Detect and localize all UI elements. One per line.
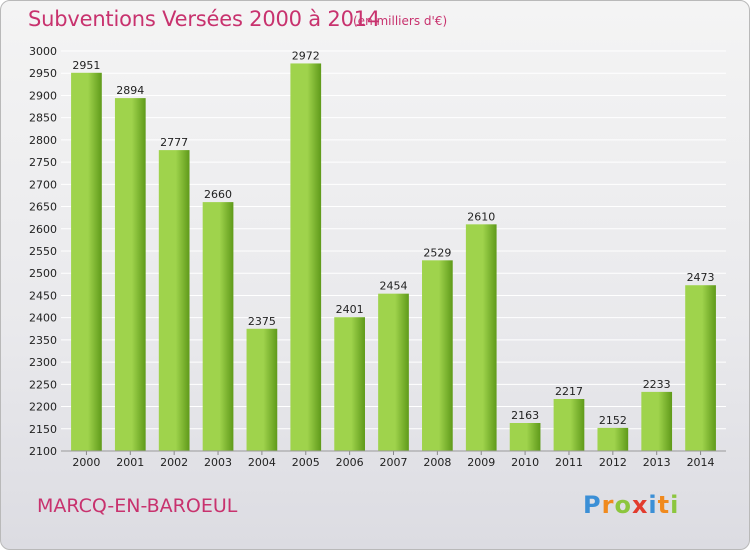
x-tick-label-2011: 2011 (555, 456, 583, 469)
y-axis: 2100 2150 2200 2250 2300 2350 2400 2450 2500 2550… (29, 45, 57, 458)
y-tick-label: 2950 (29, 67, 57, 80)
value-label-2011: 2217 (555, 385, 583, 398)
x-tick-label-2006: 2006 (336, 456, 364, 469)
x-tick-label-2009: 2009 (467, 456, 495, 469)
logo-letter: i (670, 491, 680, 519)
y-tick-label: 2300 (29, 356, 57, 369)
x-tick-label-2014: 2014 (687, 456, 715, 469)
y-tick-label: 2350 (29, 334, 57, 347)
bar-2008 (422, 260, 453, 451)
x-tick-label-2003: 2003 (204, 456, 232, 469)
value-label-2000: 2951 (72, 59, 100, 72)
bar-2009 (465, 224, 497, 451)
bar-2011 (553, 399, 585, 451)
x-tick-label-2004: 2004 (248, 456, 276, 469)
y-tick-label: 2800 (29, 134, 57, 147)
bar-2010 (509, 423, 541, 451)
y-tick-label: 2150 (29, 423, 57, 436)
bar-2004 (246, 328, 278, 451)
value-label-2008: 2529 (423, 246, 451, 259)
value-label-2014: 2473 (687, 271, 715, 284)
y-tick-label: 3000 (29, 45, 57, 58)
chart-title: Subventions Versées 2000 à 2014 (28, 7, 381, 31)
y-tick-label: 2450 (29, 289, 57, 302)
logo-letter: i (648, 491, 658, 519)
bar-2012 (597, 427, 629, 451)
y-tick-label: 2700 (29, 178, 57, 191)
x-tick-label-2007: 2007 (380, 456, 408, 469)
place-name: MARCQ-EN-BAROEUL (37, 495, 238, 517)
value-label-2002: 2777 (160, 136, 188, 149)
y-tick-label: 2250 (29, 378, 57, 391)
y-tick-label: 2550 (29, 245, 57, 258)
x-tick-label-2005: 2005 (292, 456, 320, 469)
x-tick-label-2010: 2010 (511, 456, 539, 469)
bar-2002 (158, 150, 190, 451)
x-tick-label-2002: 2002 (160, 456, 188, 469)
y-tick-label: 2500 (29, 267, 57, 280)
x-tick-label-2012: 2012 (599, 456, 627, 469)
value-label-2013: 2233 (643, 378, 671, 391)
logo-letter: x (631, 491, 649, 519)
x-tick-label-2008: 2008 (423, 456, 451, 469)
bar-2001 (114, 98, 146, 451)
y-tick-label: 2200 (29, 401, 57, 414)
y-tick-label: 2900 (29, 89, 57, 102)
value-label-2003: 2660 (204, 188, 232, 201)
value-label-2004: 2375 (248, 315, 276, 328)
y-tick-label: 2400 (29, 312, 57, 325)
logo-letter: r (601, 491, 615, 519)
y-tick-label: 2850 (29, 112, 57, 125)
x-axis: 2000 2001 2002 2003 2004 2005 2006 2007 2008 2009… (61, 450, 726, 469)
y-tick-label: 2100 (29, 445, 57, 458)
bar-2013 (641, 391, 673, 451)
y-tick-label: 2750 (29, 156, 57, 169)
value-label-2010: 2163 (511, 409, 539, 422)
value-label-2001: 2894 (116, 84, 144, 97)
x-tick-label-2001: 2001 (116, 456, 144, 469)
y-tick-label: 2650 (29, 201, 57, 214)
x-tick-label-2000: 2000 (72, 456, 100, 469)
proxiti-logo: Proxiti (583, 491, 679, 519)
x-tick-label-2013: 2013 (643, 456, 671, 469)
logo-letter: o (614, 491, 632, 519)
value-label-2009: 2610 (467, 210, 495, 223)
bars: 2951 2894 2777 2660 2375 2972 2401 2454 2529 2610… (71, 49, 716, 452)
logo-letter: t (657, 491, 671, 519)
bar-2007 (378, 293, 409, 451)
bar-2005 (290, 63, 322, 451)
value-label-2012: 2152 (599, 414, 627, 427)
bar-2014 (685, 285, 716, 451)
bar-2006 (334, 317, 365, 451)
value-label-2005: 2972 (292, 49, 320, 62)
bar-2003 (202, 202, 234, 451)
logo-letter: P (583, 491, 602, 519)
y-tick-label: 2600 (29, 223, 57, 236)
bar-2000 (71, 72, 102, 452)
value-label-2006: 2401 (336, 303, 364, 316)
chart-unit: (en milliers d'€) (353, 14, 448, 28)
value-label-2007: 2454 (380, 280, 408, 293)
